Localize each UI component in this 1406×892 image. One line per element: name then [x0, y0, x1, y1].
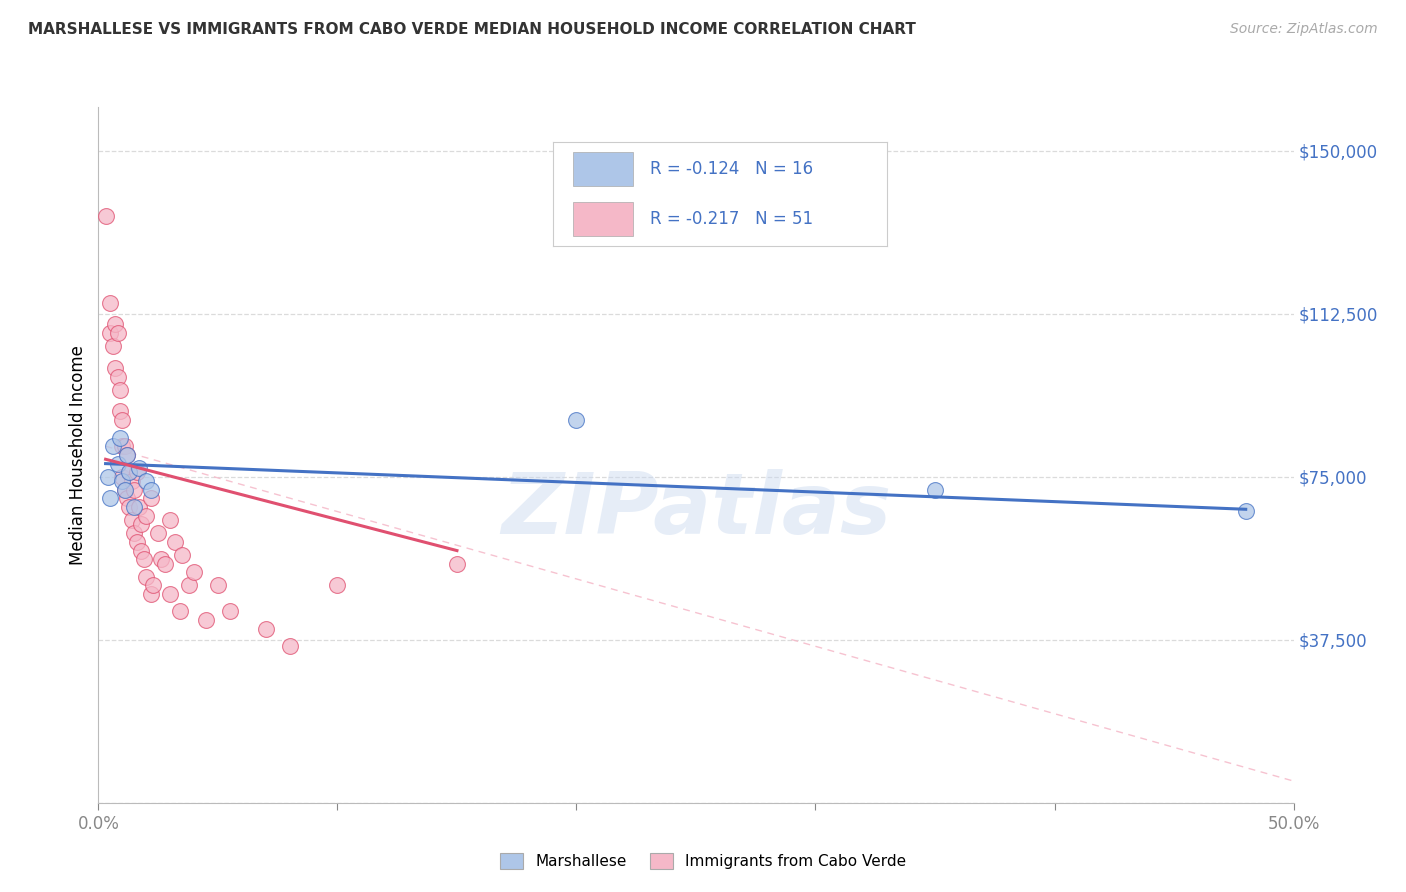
Point [135, 570, 157, 584]
Point [132, 552, 155, 566]
Point [115, 448, 138, 462]
Point [139, 483, 162, 497]
Point [142, 578, 165, 592]
Point [278, 639, 301, 653]
Point [149, 552, 172, 566]
Point [172, 548, 194, 562]
Point [98, 326, 122, 341]
Point [326, 578, 349, 592]
Point [107, 326, 129, 341]
Point [118, 500, 141, 514]
Point [121, 474, 143, 488]
Point [163, 535, 186, 549]
Point [108, 383, 131, 397]
Point [139, 587, 162, 601]
Point [125, 535, 148, 549]
Point [135, 508, 157, 523]
Y-axis label: Median Household Income: Median Household Income [69, 345, 87, 565]
Point [924, 483, 946, 497]
Point [159, 587, 181, 601]
Point [183, 566, 205, 580]
Point [124, 526, 146, 541]
Point [98, 295, 122, 310]
Point [1234, 504, 1257, 518]
Point [108, 404, 131, 418]
Point [111, 439, 134, 453]
Point [115, 448, 138, 462]
Point [148, 526, 170, 541]
Point [97, 469, 120, 483]
Point [114, 439, 136, 453]
Point [118, 466, 141, 480]
Point [169, 605, 191, 619]
Text: R = -0.124   N = 16: R = -0.124 N = 16 [650, 160, 813, 178]
Point [114, 483, 136, 497]
Point [124, 483, 146, 497]
Point [207, 578, 229, 592]
Point [135, 474, 157, 488]
Point [111, 469, 134, 483]
Bar [572, 153, 633, 186]
Point [254, 622, 277, 636]
Point [139, 491, 162, 506]
Point [111, 413, 134, 427]
Point [194, 613, 217, 627]
Point [115, 491, 138, 506]
Point [159, 513, 181, 527]
Point [101, 339, 124, 353]
Point [128, 500, 150, 514]
Text: Source: ZipAtlas.com: Source: ZipAtlas.com [1230, 22, 1378, 37]
Point [124, 500, 146, 514]
Point [155, 557, 177, 571]
Point [565, 413, 588, 427]
Point [446, 557, 468, 571]
Point [94, 209, 117, 223]
Point [219, 605, 242, 619]
Point [118, 466, 141, 480]
Point [101, 439, 124, 453]
Bar [572, 202, 633, 235]
Point [114, 483, 136, 497]
Point [107, 369, 129, 384]
Legend: Marshallese, Immigrants from Cabo Verde: Marshallese, Immigrants from Cabo Verde [494, 847, 912, 875]
Text: MARSHALLESE VS IMMIGRANTS FROM CABO VERDE MEDIAN HOUSEHOLD INCOME CORRELATION CH: MARSHALLESE VS IMMIGRANTS FROM CABO VERD… [28, 22, 915, 37]
Point [104, 361, 127, 376]
Point [111, 474, 134, 488]
Point [107, 457, 129, 471]
Point [125, 466, 148, 480]
Point [108, 431, 131, 445]
Point [98, 491, 122, 506]
Point [121, 513, 143, 527]
Point [179, 578, 201, 592]
Text: ZIPatlas: ZIPatlas [501, 469, 891, 552]
Point [128, 461, 150, 475]
Point [131, 517, 153, 532]
Point [131, 543, 153, 558]
Text: R = -0.217   N = 51: R = -0.217 N = 51 [650, 210, 813, 228]
Point [104, 318, 127, 332]
